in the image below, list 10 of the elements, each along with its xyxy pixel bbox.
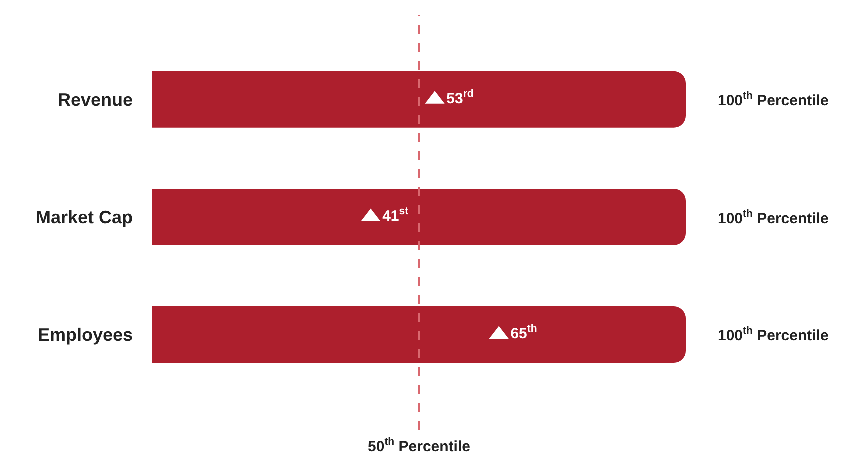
data-label: 65$^{th}$ bbox=[510, 323, 538, 343]
data-label: 100$^{th}$ Percentile bbox=[718, 90, 829, 110]
y-tick-label: Market Cap bbox=[36, 208, 134, 228]
data-label: 41$^{st}$ bbox=[382, 206, 410, 225]
ref-line-label: 50$^{th}$ Percentile bbox=[368, 436, 470, 456]
data-label: 100$^{th}$ Percentile bbox=[718, 325, 829, 344]
y-tick-label: Revenue bbox=[58, 90, 133, 110]
data-label: 100$^{th}$ Percentile bbox=[718, 208, 829, 228]
y-tick-label: Employees bbox=[38, 325, 133, 346]
data-label: 53$^{rd}$ bbox=[446, 88, 474, 108]
